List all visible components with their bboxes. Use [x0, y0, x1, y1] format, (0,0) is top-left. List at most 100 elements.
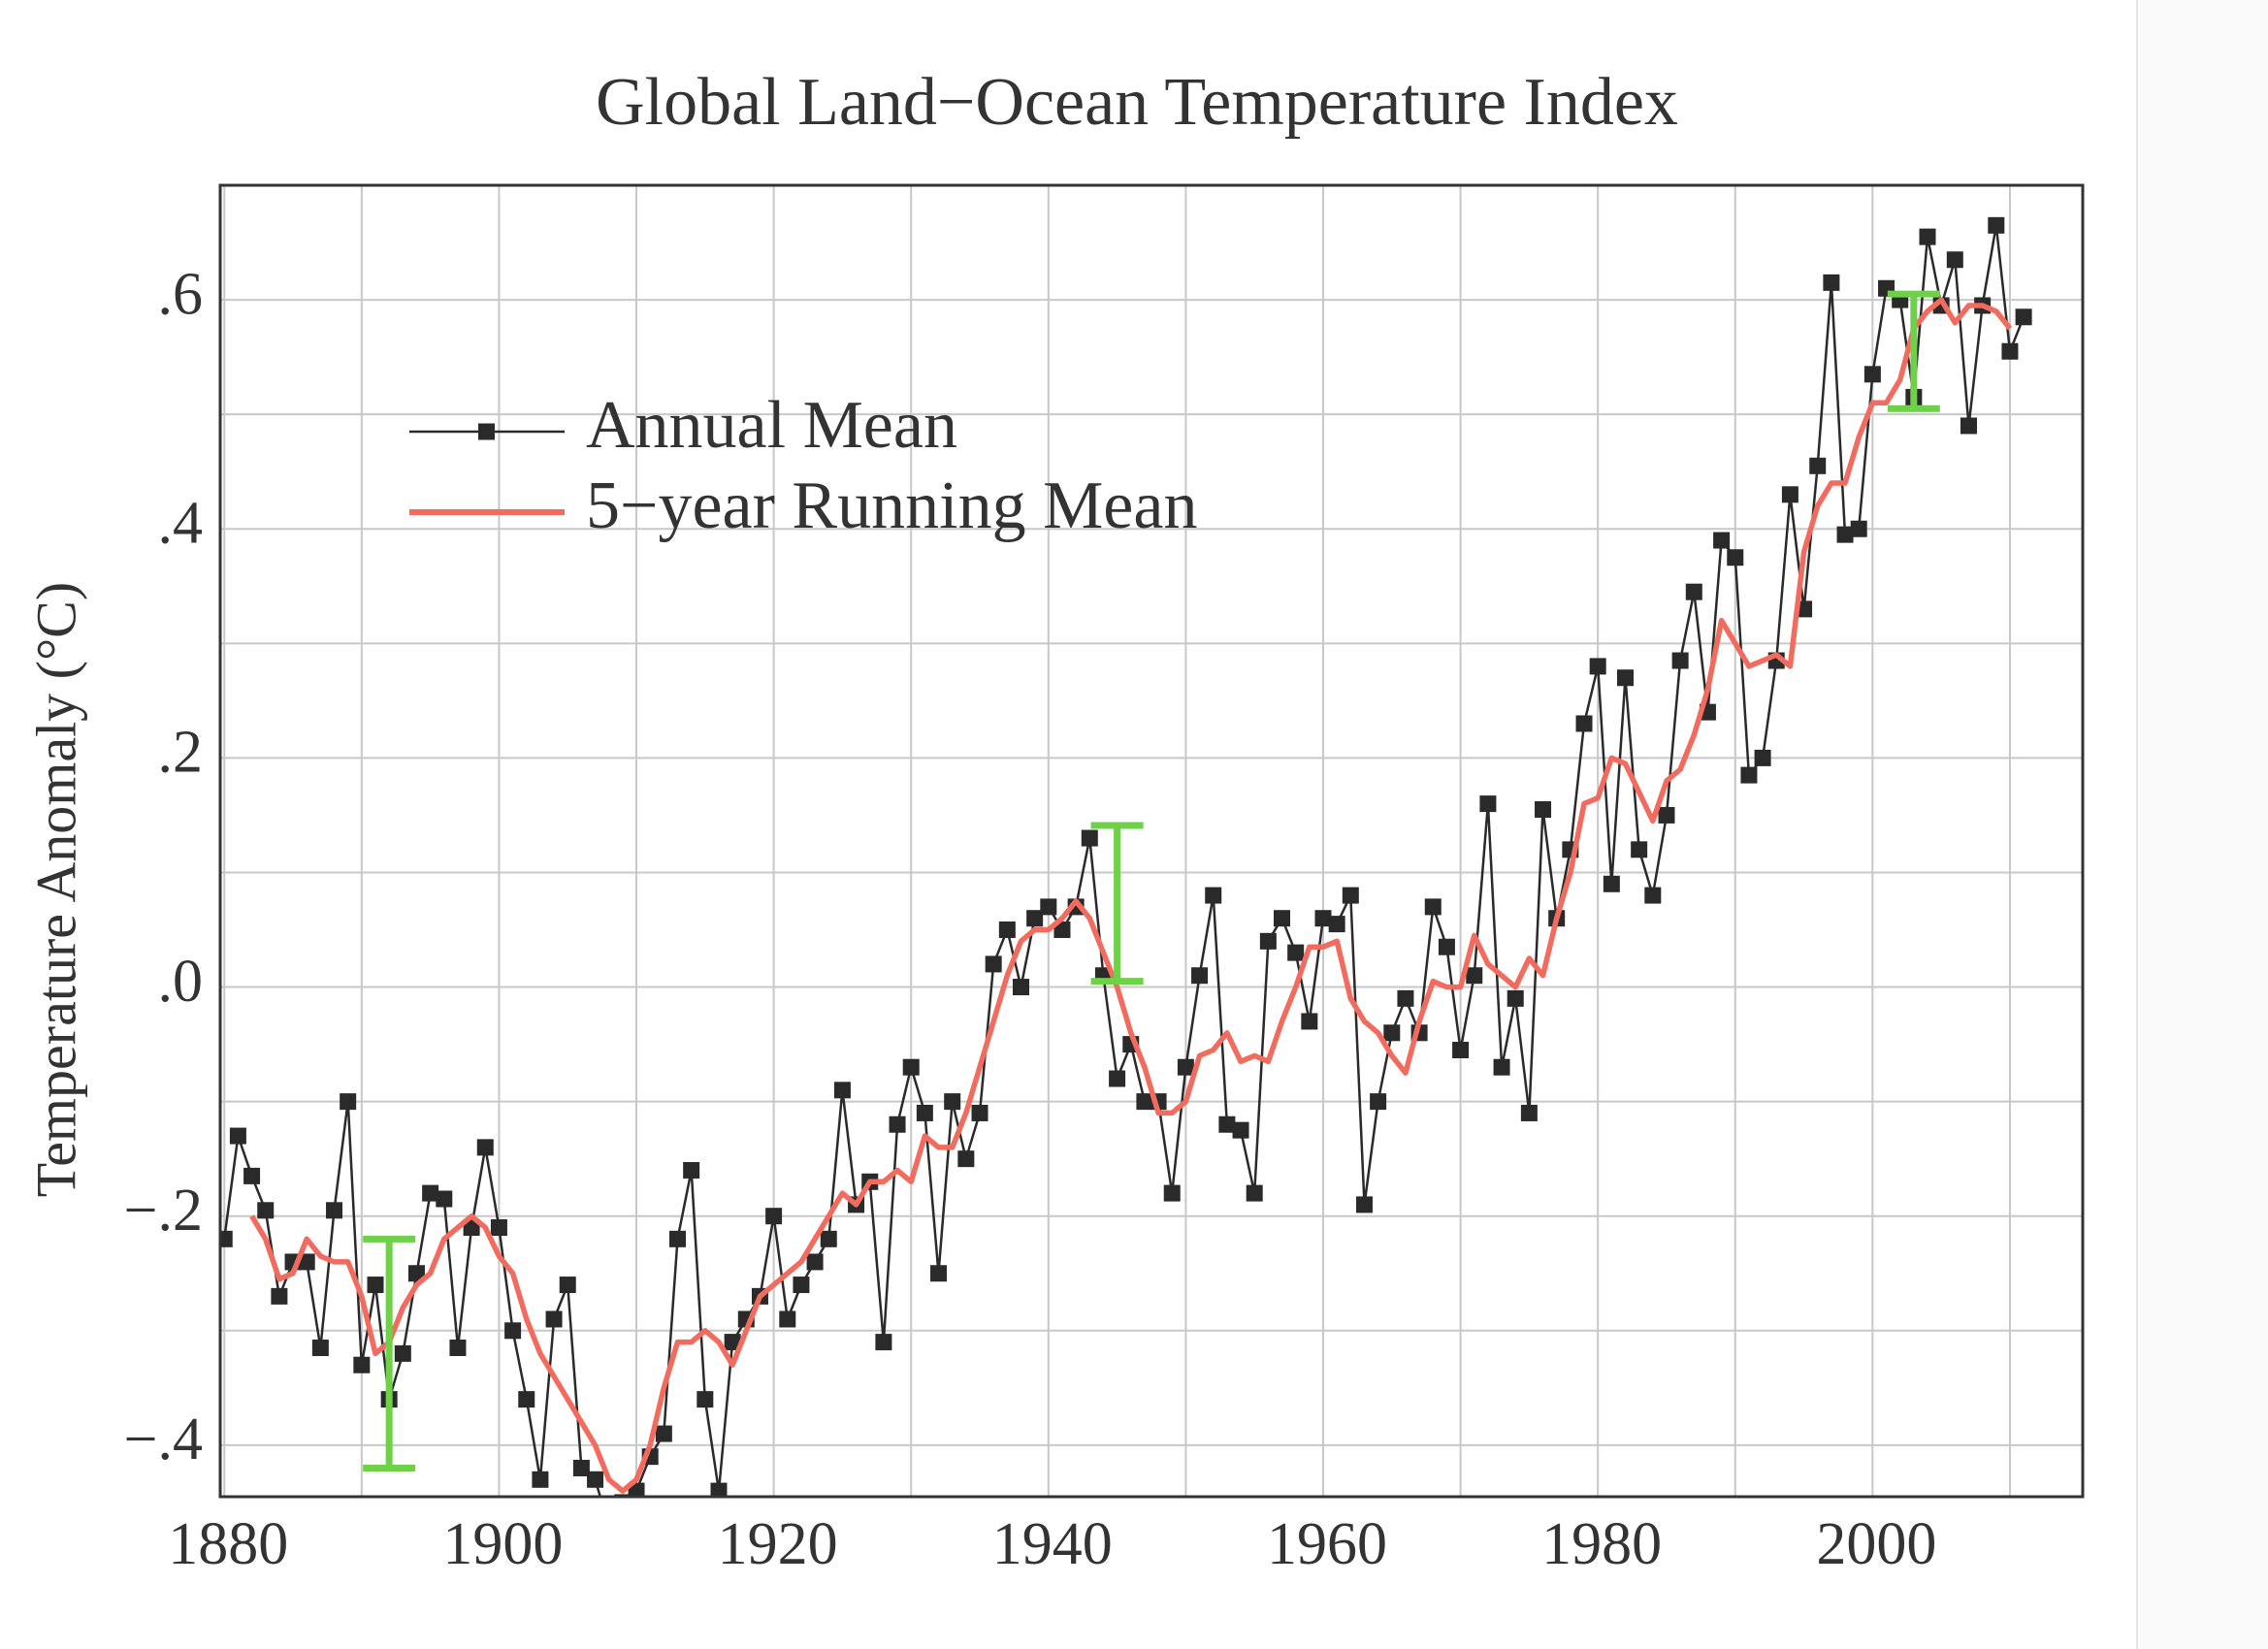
- data-point: [1026, 910, 1044, 927]
- data-point: [1205, 887, 1222, 904]
- data-point: [1616, 669, 1634, 687]
- data-point: [449, 1339, 467, 1356]
- data-point: [311, 1339, 329, 1356]
- data-point: [998, 922, 1016, 939]
- data-point: [1438, 938, 1455, 955]
- data-point: [1863, 366, 1881, 383]
- data-point: [1685, 583, 1702, 600]
- data-point: [504, 1322, 522, 1340]
- data-point: [1781, 486, 1798, 503]
- data-point: [1177, 1058, 1194, 1076]
- data-point: [1493, 1058, 1510, 1076]
- data-point: [1342, 887, 1359, 904]
- data-point: [765, 1208, 783, 1225]
- data-point: [257, 1202, 275, 1219]
- data-point: [1836, 526, 1854, 543]
- data-point: [1946, 251, 1963, 269]
- data-point: [353, 1356, 371, 1374]
- data-point: [1603, 875, 1620, 892]
- data-point: [229, 1127, 246, 1145]
- data-point: [1370, 1093, 1387, 1111]
- data-point: [1218, 1116, 1236, 1133]
- data-point: [407, 1265, 425, 1282]
- data-point: [779, 1310, 796, 1328]
- data-point: [1644, 887, 1662, 904]
- data-point: [1520, 1104, 1538, 1121]
- data-point: [1040, 898, 1057, 916]
- data-point: [930, 1265, 948, 1282]
- data-point: [916, 1104, 933, 1121]
- data-point: [243, 1167, 261, 1184]
- data-point: [1383, 1024, 1401, 1042]
- data-point: [1163, 1184, 1181, 1202]
- data-point: [490, 1219, 507, 1237]
- data-point: [669, 1230, 687, 1247]
- plot-frame: [218, 183, 2085, 1499]
- data-point: [436, 1190, 453, 1208]
- data-point: [957, 1150, 975, 1168]
- y-tick-label: .2: [158, 720, 204, 786]
- data-point: [1727, 549, 1744, 566]
- data-point: [1191, 967, 1209, 985]
- data-point: [1713, 532, 1731, 549]
- x-tick-label: 1980: [1541, 1511, 1662, 1577]
- data-point: [1274, 910, 1291, 927]
- data-point: [2001, 342, 2019, 360]
- data-point: [1424, 898, 1442, 916]
- data-point: [985, 955, 1002, 973]
- data-point: [1081, 829, 1098, 847]
- data-point: [655, 1425, 672, 1442]
- plot-area: [220, 216, 2032, 1534]
- data-point: [1452, 1041, 1470, 1058]
- data-point: [1259, 932, 1277, 950]
- data-point: [1658, 806, 1675, 824]
- data-point: [545, 1310, 563, 1328]
- data-point: [710, 1482, 728, 1497]
- legend-label: 5−year Running Mean: [586, 469, 1197, 543]
- data-point: [875, 1334, 892, 1351]
- data-point: [394, 1344, 411, 1362]
- data-point: [463, 1219, 480, 1237]
- data-point: [1328, 916, 1345, 933]
- data-point: [793, 1277, 810, 1294]
- data-point: [476, 1139, 494, 1156]
- data-point: [367, 1277, 384, 1294]
- y-tick-label: .6: [158, 261, 204, 327]
- data-point: [683, 1161, 700, 1179]
- x-tick-label: 1960: [1267, 1511, 1387, 1577]
- data-point: [1466, 967, 1483, 985]
- data-point: [697, 1391, 714, 1408]
- x-tick-label: 1920: [718, 1511, 838, 1577]
- data-point: [833, 1082, 851, 1099]
- data-point: [971, 1104, 988, 1121]
- data-point: [422, 1184, 439, 1202]
- data-point: [518, 1391, 535, 1408]
- data-point: [1823, 274, 1840, 291]
- legend-marker: [478, 423, 495, 440]
- data-point: [1232, 1121, 1249, 1139]
- data-point: [902, 1058, 920, 1076]
- data-point: [724, 1334, 741, 1351]
- data-point: [1301, 1013, 1318, 1030]
- data-point: [1012, 979, 1029, 996]
- data-point: [1919, 228, 1936, 245]
- data-point: [1631, 841, 1648, 858]
- data-point: [600, 1517, 617, 1534]
- series-line: [249, 297, 2013, 1494]
- data-point: [587, 1471, 604, 1488]
- data-point: [2015, 308, 2032, 326]
- y-axis-label: Temperature Anomaly (°C): [24, 582, 87, 1197]
- data-point: [1740, 766, 1758, 784]
- x-tick-label: 1880: [168, 1511, 288, 1577]
- data-point: [559, 1277, 576, 1294]
- data-point: [1850, 520, 1867, 537]
- data-point: [1109, 1070, 1126, 1087]
- scan-margin: [2137, 0, 2268, 1649]
- data-point: [1314, 910, 1332, 927]
- x-tick-label: 1900: [442, 1511, 563, 1577]
- data-point: [889, 1116, 906, 1133]
- data-point: [806, 1253, 824, 1271]
- data-point: [1671, 652, 1689, 669]
- data-point: [1988, 216, 2005, 234]
